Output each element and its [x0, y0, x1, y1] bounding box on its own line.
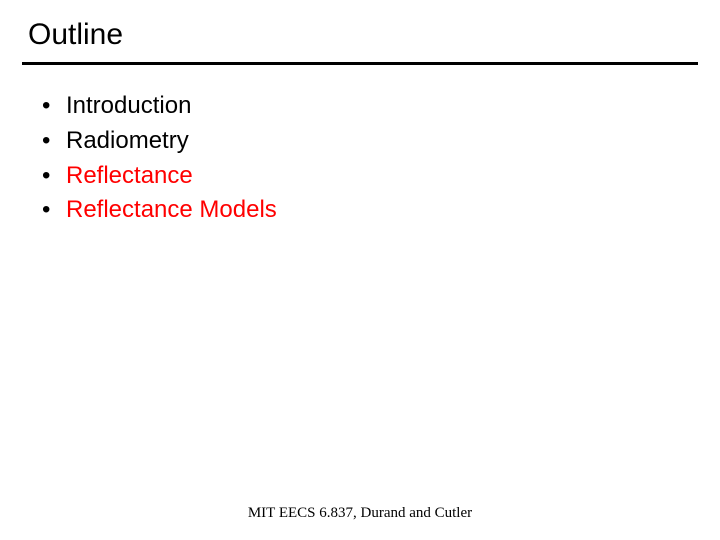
slide-title: Outline	[28, 18, 692, 52]
bullet-icon: •	[42, 89, 66, 124]
bullet-text: Reflectance	[66, 159, 193, 194]
list-item: • Reflectance	[42, 159, 692, 194]
bullet-icon: •	[42, 159, 66, 194]
list-item: • Introduction	[42, 89, 692, 124]
list-item: • Radiometry	[42, 124, 692, 159]
bullet-icon: •	[42, 193, 66, 228]
list-item: • Reflectance Models	[42, 193, 692, 228]
bullet-text: Introduction	[66, 89, 191, 124]
bullet-text: Reflectance Models	[66, 193, 277, 228]
bullet-list: • Introduction • Radiometry • Reflectanc…	[28, 89, 692, 228]
slide-footer: MIT EECS 6.837, Durand and Cutler	[0, 505, 720, 522]
title-rule	[22, 62, 698, 65]
bullet-text: Radiometry	[66, 124, 189, 159]
bullet-icon: •	[42, 124, 66, 159]
slide: Outline • Introduction • Radiometry • Re…	[0, 0, 720, 540]
